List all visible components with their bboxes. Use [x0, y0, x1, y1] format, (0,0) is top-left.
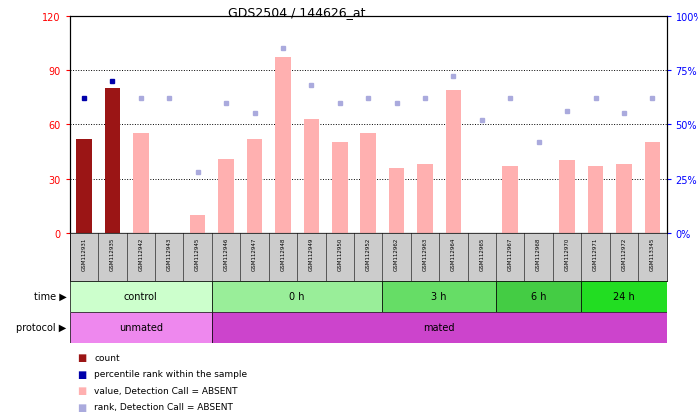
Text: GSM112965: GSM112965 — [480, 237, 484, 271]
Bar — [588, 166, 603, 233]
Text: GSM112945: GSM112945 — [195, 237, 200, 271]
Bar — [616, 165, 632, 233]
Bar — [417, 165, 433, 233]
Bar — [133, 134, 149, 233]
Text: GSM112949: GSM112949 — [309, 237, 314, 271]
Bar — [275, 58, 291, 233]
Text: ■: ■ — [77, 402, 86, 412]
Text: ■: ■ — [77, 352, 86, 362]
Text: 6 h: 6 h — [531, 291, 547, 301]
Text: GSM112968: GSM112968 — [536, 237, 541, 271]
Bar — [644, 143, 660, 233]
Bar — [212, 281, 383, 312]
Bar — [212, 312, 667, 343]
Text: GSM112967: GSM112967 — [507, 237, 513, 271]
Text: time ▶: time ▶ — [34, 291, 66, 301]
Bar — [70, 312, 212, 343]
Bar — [246, 140, 262, 233]
Text: GSM112947: GSM112947 — [252, 237, 257, 271]
Text: GSM112972: GSM112972 — [621, 237, 627, 271]
Text: GSM112962: GSM112962 — [394, 237, 399, 271]
Text: GSM112943: GSM112943 — [167, 237, 172, 271]
Text: ■: ■ — [77, 369, 86, 379]
Text: GSM112948: GSM112948 — [281, 237, 285, 271]
Text: GSM112935: GSM112935 — [110, 237, 115, 271]
Text: GSM112946: GSM112946 — [223, 237, 229, 271]
Bar — [304, 119, 319, 233]
Bar — [445, 90, 461, 233]
Text: mated: mated — [424, 322, 455, 332]
Text: rank, Detection Call = ABSENT: rank, Detection Call = ABSENT — [94, 402, 233, 411]
Bar — [389, 169, 404, 233]
Text: 24 h: 24 h — [613, 291, 635, 301]
Text: count: count — [94, 353, 120, 362]
Text: GSM112942: GSM112942 — [138, 237, 143, 271]
Bar — [581, 281, 667, 312]
Bar — [559, 161, 575, 233]
Bar — [70, 281, 212, 312]
Text: GSM113345: GSM113345 — [650, 237, 655, 271]
Bar — [360, 134, 376, 233]
Bar — [190, 215, 205, 233]
Text: 3 h: 3 h — [431, 291, 447, 301]
Text: 0 h: 0 h — [290, 291, 305, 301]
Text: unmated: unmated — [119, 322, 163, 332]
Bar — [496, 281, 581, 312]
Bar — [105, 89, 120, 233]
Text: GDS2504 / 144626_at: GDS2504 / 144626_at — [228, 6, 365, 19]
Text: GSM112970: GSM112970 — [565, 237, 570, 271]
Text: GSM112952: GSM112952 — [366, 237, 371, 271]
Text: control: control — [124, 291, 158, 301]
Bar — [218, 159, 234, 233]
Text: GSM112971: GSM112971 — [593, 237, 598, 271]
Text: value, Detection Call = ABSENT: value, Detection Call = ABSENT — [94, 386, 238, 395]
Text: GSM112950: GSM112950 — [337, 237, 342, 271]
Text: protocol ▶: protocol ▶ — [16, 322, 66, 332]
Text: GSM112964: GSM112964 — [451, 237, 456, 271]
Bar — [332, 143, 348, 233]
Text: percentile rank within the sample: percentile rank within the sample — [94, 369, 247, 378]
Text: ■: ■ — [77, 385, 86, 395]
Text: GSM112963: GSM112963 — [422, 237, 428, 271]
Bar — [383, 281, 496, 312]
Text: GSM112931: GSM112931 — [82, 237, 87, 271]
Bar — [76, 140, 92, 233]
Bar — [503, 166, 518, 233]
